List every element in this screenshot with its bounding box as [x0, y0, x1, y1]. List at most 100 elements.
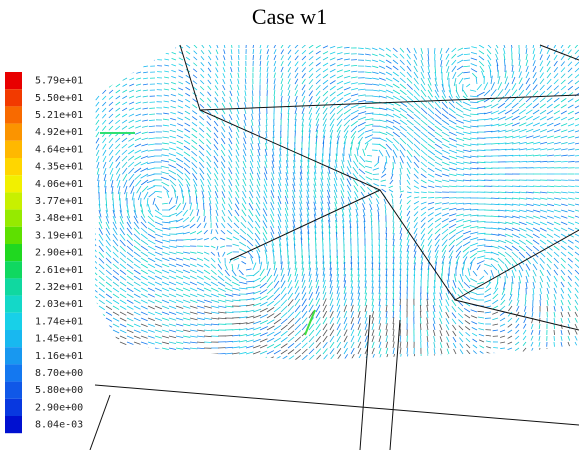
vector [344, 115, 350, 120]
vector [434, 348, 435, 354]
vector [526, 210, 534, 212]
vector [129, 90, 134, 92]
vector [295, 85, 298, 90]
vector [381, 185, 386, 186]
vector [116, 54, 120, 57]
vector [463, 66, 470, 67]
vector [386, 60, 391, 63]
vector [547, 110, 553, 114]
vector [428, 108, 434, 114]
vector [109, 150, 113, 155]
vector [366, 177, 372, 180]
vector [547, 204, 554, 206]
vector [162, 137, 169, 138]
vector [442, 245, 447, 252]
vector [89, 120, 92, 125]
vector [337, 87, 343, 90]
vector [148, 360, 155, 362]
vector [137, 54, 141, 55]
vector [92, 282, 97, 287]
vector [373, 183, 379, 186]
vector [251, 149, 253, 156]
vector [491, 97, 498, 102]
vector [575, 354, 577, 358]
vector [302, 107, 304, 114]
vector [547, 276, 550, 282]
vector [466, 344, 470, 348]
vector [554, 246, 559, 250]
vector [561, 252, 566, 256]
vector [575, 306, 578, 311]
colorbar-swatch [5, 364, 22, 381]
vector [92, 204, 94, 211]
vector [575, 300, 578, 305]
vector [288, 287, 292, 294]
vector [442, 218, 449, 222]
vector [143, 60, 148, 61]
vector [358, 95, 366, 96]
vector [526, 222, 533, 225]
vector [302, 68, 306, 72]
vector [236, 167, 239, 174]
vector [97, 168, 99, 175]
vector [183, 232, 190, 234]
vector [309, 62, 313, 66]
vector [129, 114, 134, 116]
vector [240, 229, 246, 234]
vector [211, 318, 219, 319]
vector [447, 355, 449, 360]
vector [400, 311, 401, 318]
vector [162, 143, 169, 144]
vector [110, 54, 113, 57]
vector [143, 78, 148, 79]
vector [568, 124, 574, 126]
vector [316, 96, 320, 102]
vector [176, 306, 183, 309]
vector [96, 150, 99, 156]
vector [519, 149, 527, 150]
vector [519, 65, 521, 72]
vector [211, 229, 212, 234]
vector [238, 55, 239, 60]
vector [519, 103, 525, 108]
vector [148, 318, 155, 321]
vector [316, 305, 320, 312]
vector [128, 156, 134, 160]
vector [501, 300, 505, 305]
vector [309, 349, 314, 354]
vector [369, 198, 372, 204]
vector [379, 311, 380, 318]
vector [523, 330, 526, 334]
vector [102, 84, 106, 88]
vector [176, 264, 183, 266]
vector [414, 120, 421, 125]
vector [200, 98, 204, 102]
vector [351, 94, 358, 96]
vector [184, 129, 190, 132]
vector [519, 240, 526, 244]
vector [274, 281, 279, 288]
vector [316, 80, 320, 84]
vector [162, 336, 169, 338]
vector [456, 251, 461, 258]
vector [148, 354, 155, 356]
vector [190, 258, 196, 260]
vector [561, 61, 565, 66]
vector [554, 282, 557, 287]
vector [526, 216, 533, 218]
vector [330, 348, 334, 354]
vector [231, 61, 232, 66]
vector [259, 120, 260, 126]
vector [155, 300, 162, 303]
vector [103, 156, 106, 162]
vector [442, 156, 450, 159]
vector [253, 263, 256, 270]
vector [178, 112, 183, 114]
vector [185, 87, 190, 90]
vector [575, 312, 578, 317]
vector [547, 161, 554, 162]
vector [519, 84, 523, 90]
vector [192, 140, 197, 144]
vector [407, 150, 412, 157]
vector [561, 306, 563, 311]
